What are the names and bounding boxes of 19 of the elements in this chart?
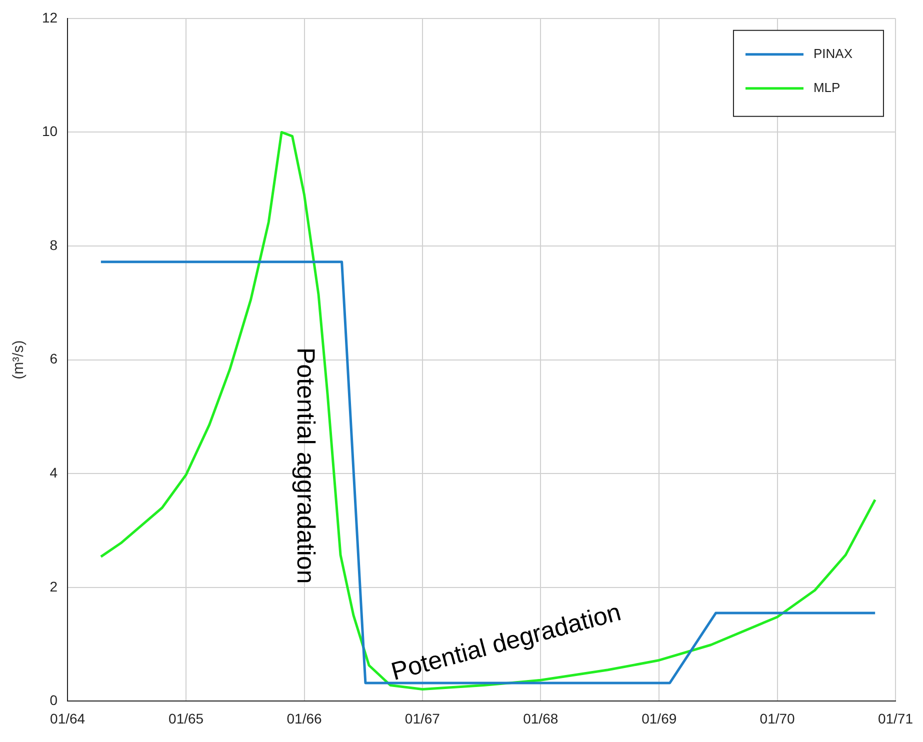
legend-label: PINAX <box>813 46 853 61</box>
x-tick-label: 01/70 <box>760 710 796 726</box>
x-tick-label: 01/65 <box>168 710 204 726</box>
x-tick-label: 01/67 <box>404 710 440 726</box>
y-tick-label: 0 <box>50 692 58 708</box>
y-tick-label: 2 <box>50 578 58 594</box>
legend-label: MLP <box>813 80 840 95</box>
x-tick-label: 01/69 <box>642 710 677 726</box>
x-tick-label: 01/68 <box>523 710 558 726</box>
y-tick-label: 8 <box>50 236 58 253</box>
x-tick-label: 01/66 <box>286 710 322 726</box>
x-tick-label: 01/71 <box>878 710 914 726</box>
y-tick-label: 10 <box>42 123 58 140</box>
x-tick-label: 01/64 <box>50 710 86 726</box>
y-axis-title: (m³/s) <box>10 340 28 380</box>
annotation: Potential aggradation <box>291 347 320 584</box>
y-tick-label: 4 <box>50 464 58 480</box>
y-tick-label: 12 <box>42 9 58 26</box>
y-tick-label: 6 <box>50 350 58 367</box>
